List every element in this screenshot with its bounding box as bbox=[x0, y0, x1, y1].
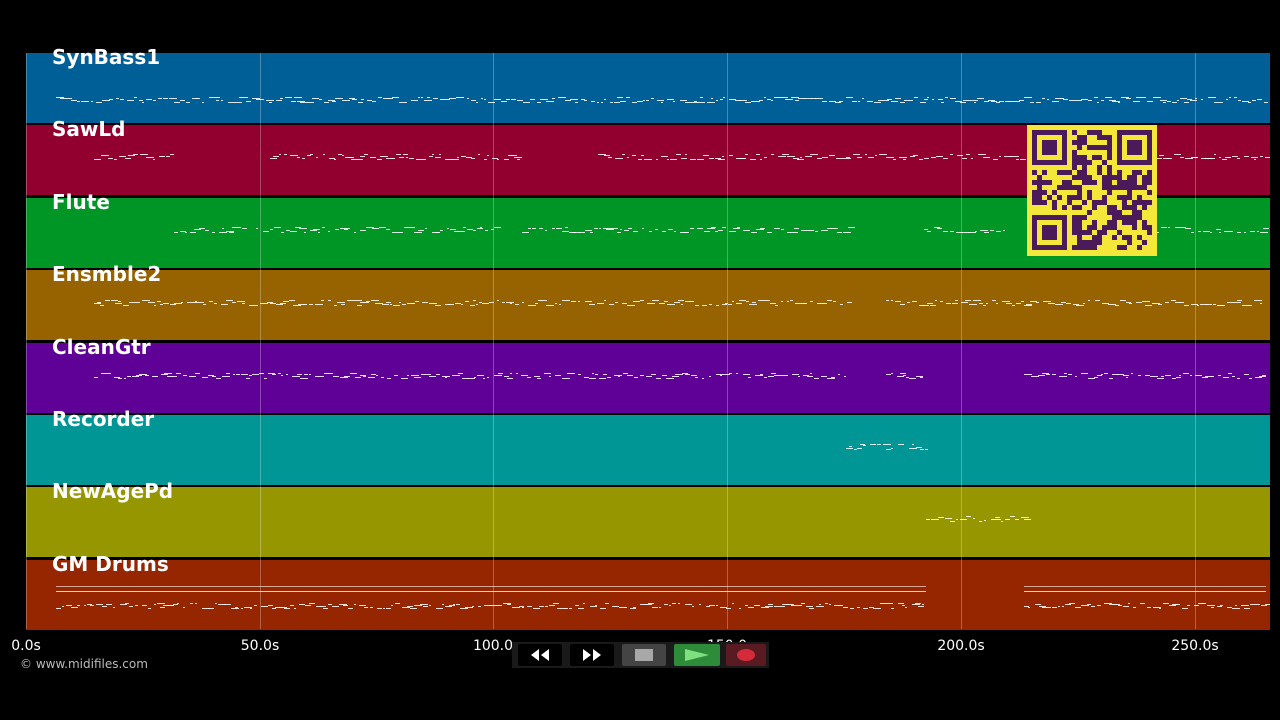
time-tick-label: 250.0s bbox=[1171, 638, 1219, 654]
track-notes bbox=[94, 300, 1262, 306]
grid-line bbox=[727, 53, 728, 629]
track-label: CleanGtr bbox=[52, 335, 151, 359]
qr-code-icon bbox=[1027, 125, 1157, 256]
track-cleangtr[interactable]: CleanGtr bbox=[26, 337, 1270, 413]
piano-roll-timeline[interactable]: SynBass1 SawLd Flute Ensmble2 CleanGtr R… bbox=[26, 47, 1270, 630]
track-label: SawLd bbox=[52, 117, 126, 141]
track-label: SynBass1 bbox=[52, 45, 161, 69]
track-label: NewAgePd bbox=[52, 479, 174, 503]
track-notes bbox=[174, 227, 1269, 233]
fast-forward-button[interactable] bbox=[570, 644, 614, 666]
copyright-notice: © www.midifiles.com bbox=[20, 657, 148, 671]
track-gm-drums[interactable]: GM Drums bbox=[26, 554, 1270, 630]
track-label: Flute bbox=[52, 190, 110, 214]
track-notes bbox=[94, 154, 1270, 160]
track-notes bbox=[846, 444, 928, 450]
transport-controls bbox=[512, 642, 769, 668]
play-icon bbox=[685, 649, 709, 661]
track-label: Ensmble2 bbox=[52, 262, 162, 286]
track-recorder[interactable]: Recorder bbox=[26, 409, 1270, 485]
grid-line bbox=[1195, 53, 1196, 629]
fast-forward-icon bbox=[583, 649, 601, 661]
stop-button[interactable] bbox=[622, 644, 666, 666]
record-button[interactable] bbox=[726, 644, 766, 666]
track-notes bbox=[926, 516, 1031, 522]
track-label: GM Drums bbox=[52, 552, 169, 576]
track-notes bbox=[94, 373, 1266, 379]
grid-line bbox=[260, 53, 261, 629]
rewind-icon bbox=[531, 649, 549, 661]
time-tick-label: 200.0s bbox=[937, 638, 985, 654]
track-synbass1[interactable]: SynBass1 bbox=[26, 47, 1270, 123]
grid-line bbox=[26, 53, 27, 629]
time-tick-label: 0.0s bbox=[11, 638, 41, 654]
track-label: Recorder bbox=[52, 407, 155, 431]
rewind-button[interactable] bbox=[518, 644, 562, 666]
grid-line bbox=[961, 53, 962, 629]
track-ensmble2[interactable]: Ensmble2 bbox=[26, 264, 1270, 340]
track-newagepd[interactable]: NewAgePd bbox=[26, 481, 1270, 557]
stop-icon bbox=[635, 649, 653, 661]
grid-line bbox=[493, 53, 494, 629]
record-icon bbox=[737, 649, 755, 661]
time-tick-label: 100.0 bbox=[472, 638, 514, 654]
track-notes bbox=[56, 97, 1268, 103]
track-notes bbox=[56, 586, 1270, 609]
time-tick-label: 50.0s bbox=[240, 638, 280, 654]
play-button[interactable] bbox=[674, 644, 720, 666]
